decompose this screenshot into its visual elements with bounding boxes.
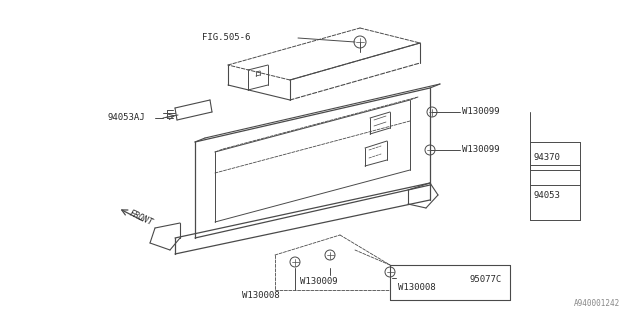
Text: W130099: W130099 (462, 146, 500, 155)
Text: 95077C: 95077C (470, 276, 502, 284)
Text: W130099: W130099 (462, 108, 500, 116)
Text: W130009: W130009 (300, 277, 338, 286)
Text: W130008: W130008 (242, 292, 280, 300)
Text: 94053AJ: 94053AJ (108, 114, 146, 123)
Text: 94053: 94053 (533, 190, 560, 199)
Text: FIG.505-6: FIG.505-6 (202, 34, 250, 43)
Text: A940001242: A940001242 (573, 299, 620, 308)
Text: W130008: W130008 (398, 284, 436, 292)
Text: FRONT: FRONT (128, 209, 154, 228)
Text: 94370: 94370 (533, 153, 560, 162)
